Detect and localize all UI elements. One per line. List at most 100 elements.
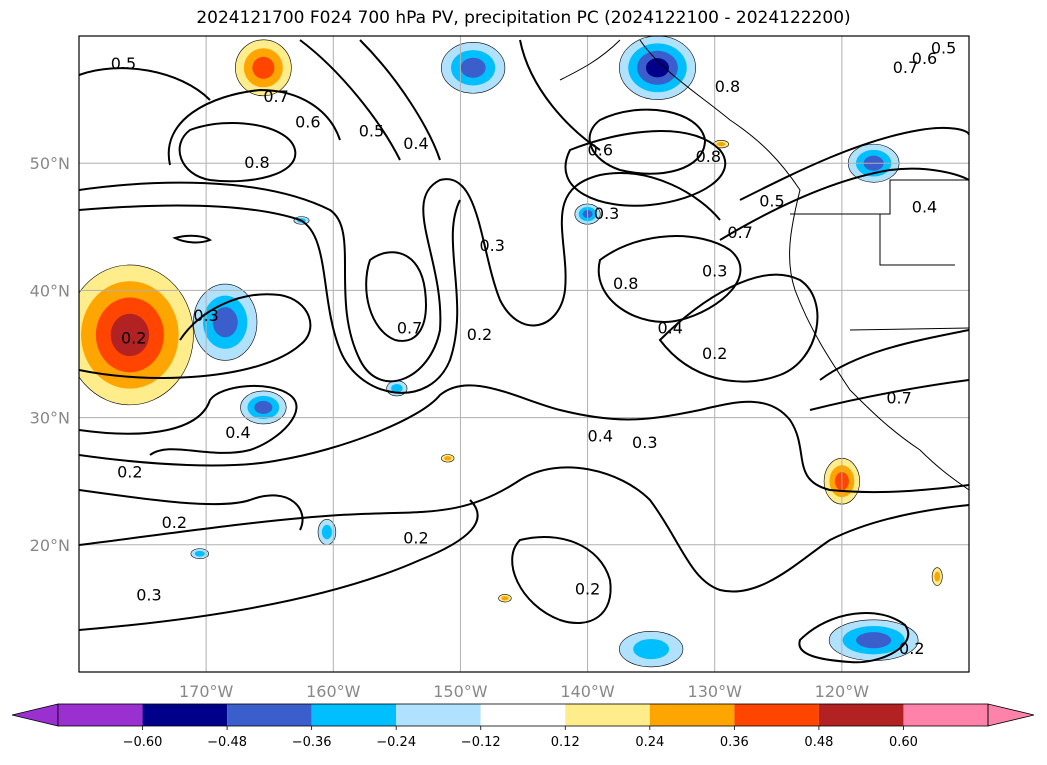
- lat-tick-label: 20°N: [30, 536, 70, 555]
- pv-contour: [79, 199, 461, 394]
- svg-text:0.2: 0.2: [575, 579, 600, 598]
- colorbar-segment: [734, 704, 819, 726]
- svg-text:0.4: 0.4: [225, 423, 250, 442]
- svg-text:0.7: 0.7: [397, 319, 422, 338]
- pv-contour: [798, 612, 909, 664]
- precip-band: [321, 524, 332, 540]
- svg-text:0.5: 0.5: [931, 39, 956, 58]
- contour-label: 0.5: [759, 191, 784, 210]
- precip-blob: [441, 454, 455, 463]
- contour-label: 0.7: [397, 319, 422, 338]
- contour-label: 0.8: [715, 77, 740, 96]
- map-title: 2024121700 F024 700 hPa PV, precipitatio…: [196, 8, 851, 28]
- svg-text:0.2: 0.2: [162, 513, 187, 532]
- pv-contour: [719, 167, 969, 241]
- svg-text:0.4: 0.4: [588, 427, 613, 446]
- precip-blob: [240, 390, 287, 425]
- precip-band: [856, 632, 892, 649]
- contour-label: 0.4: [657, 319, 682, 338]
- colorbar-tick-label: 0.48: [804, 735, 833, 750]
- svg-text:0.2: 0.2: [467, 325, 492, 344]
- precip-blob: [619, 36, 696, 100]
- colorbar-tick-label: −0.36: [292, 735, 332, 750]
- colorbar-tick-label: −0.48: [207, 735, 247, 750]
- svg-text:0.2: 0.2: [117, 462, 142, 481]
- north-american-coast: [639, 39, 969, 491]
- precip-band: [444, 456, 452, 461]
- pv-contour: [172, 234, 212, 244]
- lat-tick-label: 40°N: [30, 281, 70, 300]
- svg-text:0.3: 0.3: [632, 433, 657, 452]
- svg-text:0.7: 0.7: [263, 87, 288, 106]
- contour-label: 0.7: [263, 87, 288, 106]
- contour-label: 0.4: [588, 427, 613, 446]
- precip-blob: [619, 630, 684, 668]
- contour-label: 0.2: [575, 579, 600, 598]
- lon-tick-label: 170°W: [179, 682, 234, 701]
- pv-contour: [79, 384, 969, 494]
- svg-text:0.6: 0.6: [295, 112, 320, 131]
- svg-text:0.2: 0.2: [899, 639, 924, 658]
- colorbar-tick-label: −0.24: [376, 735, 416, 750]
- lon-tick-label: 140°W: [560, 682, 615, 701]
- svg-text:0.5: 0.5: [759, 191, 784, 210]
- precip-blob: [931, 567, 943, 586]
- lat-tick-label: 30°N: [30, 409, 70, 428]
- plot-frame: [78, 35, 970, 673]
- contour-label: 0.5: [359, 121, 384, 140]
- colorbar-segment: [480, 704, 566, 726]
- contour-label: 0.4: [403, 134, 428, 153]
- pv-contour: [79, 499, 479, 631]
- precip-band: [716, 141, 726, 147]
- svg-text:0.3: 0.3: [479, 236, 504, 255]
- alaska-coast: [559, 39, 621, 81]
- contour-label: 0.5: [111, 54, 136, 73]
- precip-band: [110, 313, 150, 357]
- state-border: [879, 214, 955, 266]
- contour-label: 0.2: [467, 325, 492, 344]
- pv-contour: [299, 39, 401, 161]
- contour-label: 0.3: [702, 261, 727, 280]
- colorbar-segment: [396, 704, 481, 726]
- contour-label: 0.3: [479, 236, 504, 255]
- precip-band: [194, 550, 205, 557]
- contour-label: 0.2: [117, 462, 142, 481]
- pv-contour: [588, 108, 707, 175]
- lon-tick-label: 130°W: [688, 682, 743, 701]
- precip-band: [645, 58, 670, 78]
- precip-band: [391, 384, 403, 393]
- contour-label: 0.7: [893, 58, 918, 77]
- svg-text:0.8: 0.8: [715, 77, 740, 96]
- colorbar-tick-label: −0.12: [461, 735, 501, 750]
- svg-text:0.7: 0.7: [727, 223, 752, 242]
- contour-label: 0.2: [899, 639, 924, 658]
- lat-tick-label: 50°N: [30, 154, 70, 173]
- latitude-ticks: 50°N 40°N 30°N 20°N: [30, 154, 70, 555]
- contour-label: 0.3: [632, 433, 657, 452]
- svg-text:0.6: 0.6: [588, 140, 613, 159]
- precip-band: [254, 400, 273, 414]
- pv-contour: [519, 39, 601, 151]
- pv-contour: [809, 379, 969, 411]
- contour-label: 0.6: [295, 112, 320, 131]
- svg-text:0.4: 0.4: [657, 319, 682, 338]
- pv-contour: [79, 293, 312, 379]
- pv-contour: [365, 251, 427, 342]
- contour-label: 0.4: [225, 423, 250, 442]
- pv-contour: [658, 273, 819, 383]
- svg-text:0.3: 0.3: [136, 586, 161, 605]
- pv-contour: [79, 384, 298, 456]
- svg-text:0.5: 0.5: [359, 121, 384, 140]
- precip-blob: [317, 519, 337, 546]
- pv-contour: [597, 235, 742, 323]
- precip-band: [460, 57, 486, 78]
- precip-blob: [441, 42, 506, 94]
- svg-text:0.8: 0.8: [696, 147, 721, 166]
- svg-text:0.3: 0.3: [594, 204, 619, 223]
- contour-label: 0.3: [136, 586, 161, 605]
- svg-text:0.7: 0.7: [886, 389, 911, 408]
- pv-contour: [79, 489, 304, 531]
- precipitation-shading: [79, 36, 943, 668]
- svg-text:0.8: 0.8: [613, 274, 638, 293]
